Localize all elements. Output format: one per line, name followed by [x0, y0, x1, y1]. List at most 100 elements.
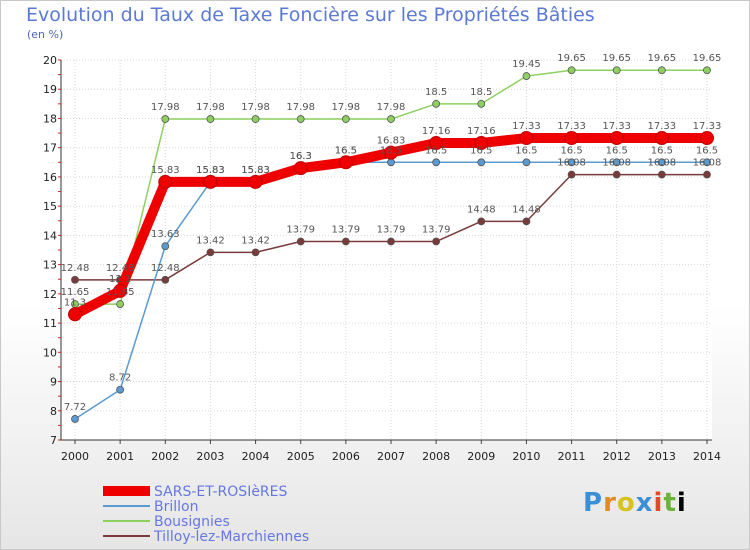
x-tick-label: 2012	[603, 450, 631, 463]
data-point	[564, 131, 579, 146]
logo-letter: P	[583, 488, 604, 518]
data-label: 19.65	[557, 53, 586, 64]
data-point	[567, 170, 576, 179]
data-label: 16.5	[470, 145, 492, 156]
data-point	[161, 115, 170, 123]
x-tick-label: 2009	[467, 450, 495, 463]
logo-letter: r	[603, 488, 617, 518]
y-tick-label: 8	[50, 405, 57, 418]
data-point	[161, 242, 170, 251]
data-point	[700, 131, 714, 146]
data-point	[522, 158, 531, 167]
data-label: 16.08	[602, 158, 631, 169]
data-label: 12.1	[109, 274, 131, 285]
y-tick-label: 19	[43, 83, 57, 96]
data-label: 12.48	[151, 263, 180, 274]
data-label: 16.3	[290, 151, 312, 162]
data-point	[567, 158, 576, 167]
x-tick-label: 2001	[106, 450, 134, 463]
data-label: 16.83	[377, 136, 406, 147]
data-point	[703, 158, 711, 167]
data-point	[71, 275, 79, 284]
data-label: 16.08	[693, 158, 722, 169]
chart-title: Evolution du Taux de Taxe Foncière sur l…	[26, 4, 595, 26]
data-point	[248, 174, 263, 189]
data-label: 17.33	[512, 121, 541, 132]
data-point	[296, 237, 305, 246]
data-point	[612, 66, 621, 75]
data-label: 11.3	[64, 297, 86, 308]
x-tick-label: 2003	[196, 450, 224, 463]
data-label: 12.48	[61, 263, 90, 274]
logo-letter: x	[635, 488, 654, 518]
data-point	[477, 158, 486, 167]
legend-label: SARS-ET-ROSIèRES	[154, 484, 288, 500]
logo-letter: i	[653, 488, 664, 518]
data-label: 15.83	[241, 165, 270, 176]
legend-label: Tilloy-lez-Marchiennes	[153, 529, 309, 545]
data-label: 17.33	[602, 121, 631, 132]
data-label: 13.79	[286, 225, 315, 236]
data-point	[609, 131, 624, 146]
data-label: 13.42	[196, 235, 225, 246]
y-tick-label: 10	[43, 346, 57, 359]
x-tick-label: 2004	[242, 450, 270, 463]
data-label: 13.79	[377, 225, 406, 236]
y-tick-label: 16	[43, 171, 57, 184]
logo-letter: t	[663, 488, 677, 518]
data-point	[703, 170, 711, 179]
data-point	[206, 115, 215, 123]
y-tick-label: 20	[43, 54, 57, 67]
data-label: 17.98	[196, 102, 225, 113]
data-point	[519, 131, 534, 146]
data-point	[612, 158, 621, 167]
data-label: 16.5	[606, 145, 628, 156]
data-label: 17.33	[557, 121, 586, 132]
data-point	[387, 115, 395, 123]
data-point	[68, 307, 82, 322]
data-point	[387, 237, 395, 246]
y-axis-unit: (en %)	[27, 28, 64, 41]
y-tick-label: 11	[43, 317, 57, 330]
data-point	[432, 158, 441, 167]
data-point	[657, 170, 666, 179]
data-label: 11.65	[106, 287, 135, 298]
data-point	[251, 115, 260, 123]
data-label: 15.83	[151, 165, 180, 176]
data-label: 17.98	[377, 102, 406, 113]
series-sars-et-rosi-res	[68, 131, 714, 322]
data-label: 17.16	[422, 126, 451, 137]
data-label: 16.5	[335, 145, 357, 156]
data-label: 12.48	[106, 263, 135, 274]
data-label: 19.65	[602, 53, 631, 64]
data-label: 8.72	[109, 373, 131, 384]
data-point	[429, 136, 444, 151]
data-label: 14.48	[467, 204, 496, 215]
data-point	[203, 174, 218, 189]
data-point	[206, 248, 215, 257]
data-point	[161, 275, 170, 284]
data-point	[296, 115, 305, 123]
data-label: 11.65	[61, 287, 90, 298]
data-label: 15.83	[196, 165, 225, 176]
data-label: 15.83	[196, 165, 225, 176]
data-point	[477, 217, 486, 226]
data-label: 17.16	[467, 126, 496, 137]
legend-label: Brillon	[154, 499, 198, 515]
data-label: 16.5	[380, 145, 402, 156]
data-label: 16.5	[696, 145, 718, 156]
data-point	[432, 237, 441, 246]
y-tick-label: 15	[43, 200, 57, 213]
data-point	[612, 170, 621, 179]
x-tick-label: 2010	[512, 450, 540, 463]
data-label: 16.5	[651, 145, 673, 156]
data-label: 17.33	[648, 121, 677, 132]
data-label: 16.3	[290, 151, 312, 162]
y-tick-label: 17	[43, 142, 57, 155]
data-point	[657, 158, 666, 167]
data-point	[251, 248, 260, 257]
y-tick-label: 14	[43, 229, 57, 242]
data-point	[522, 217, 531, 226]
data-label: 7.72	[64, 402, 86, 413]
